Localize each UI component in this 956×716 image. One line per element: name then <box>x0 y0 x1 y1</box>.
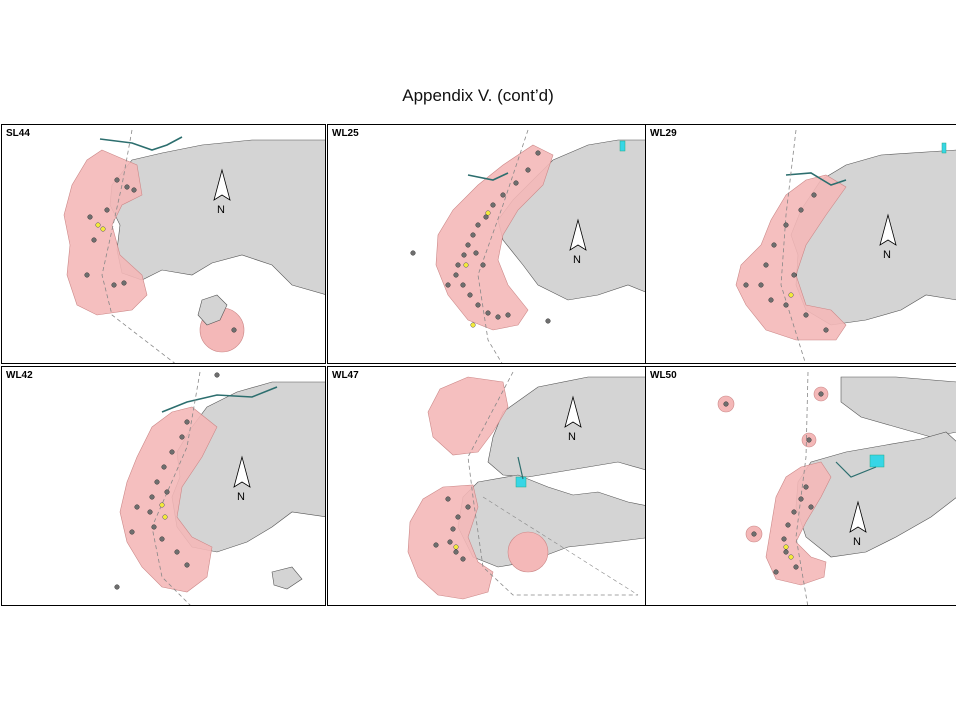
land-mass <box>487 376 651 478</box>
north-label: N <box>237 491 245 503</box>
sighting-points <box>723 391 824 575</box>
river-line <box>835 461 877 478</box>
north-arrow: N <box>849 500 867 548</box>
river-line <box>467 172 509 181</box>
boundary-line <box>482 496 639 596</box>
highlight-points <box>788 292 794 298</box>
river-line <box>161 386 278 413</box>
north-label: N <box>217 204 225 216</box>
highlight-points <box>453 544 459 550</box>
land-mass <box>457 474 651 568</box>
north-label: N <box>568 431 576 443</box>
map-panel-sl44: SL44 N <box>1 124 326 364</box>
north-arrow: N <box>233 455 251 503</box>
river-line <box>785 172 847 186</box>
panel-label: WL29 <box>650 128 677 139</box>
range-polygon <box>765 461 832 586</box>
boundary-line <box>101 129 176 363</box>
boundary-line <box>795 371 809 605</box>
boundary-line <box>780 129 806 363</box>
north-label: N <box>573 254 581 266</box>
map-panel-wl50: WL50 N <box>645 366 956 606</box>
north-arrow-icon <box>879 213 897 246</box>
map-svg: N <box>63 129 325 363</box>
map-svg: N <box>410 129 651 363</box>
highlight-points <box>95 222 106 232</box>
range-polygon <box>735 174 847 341</box>
land-mass <box>840 376 956 438</box>
north-arrow: N <box>213 168 231 216</box>
marine-park <box>515 476 527 488</box>
sighting-points <box>114 372 220 590</box>
map-panel-wl47: WL47 N <box>327 366 652 606</box>
map-svg: N <box>114 371 325 605</box>
sighting-points <box>743 192 829 333</box>
island <box>197 294 228 326</box>
marine-park <box>869 454 885 468</box>
map-svg: N <box>735 129 956 363</box>
river-line <box>517 456 524 480</box>
map-panel-wl25: WL25 N <box>327 124 652 364</box>
north-arrow: N <box>879 213 897 261</box>
sighting-points <box>84 177 237 333</box>
map-svg: N <box>717 371 956 605</box>
map-panel-wl42: WL42 N <box>1 366 326 606</box>
panel-label: WL47 <box>332 370 359 381</box>
range-circle <box>507 531 549 573</box>
north-arrow-icon <box>849 500 867 533</box>
sighting-points <box>433 496 471 562</box>
page-title: Appendix V. (cont’d) <box>402 86 554 105</box>
land-mass <box>109 139 325 295</box>
north-label: N <box>883 249 891 261</box>
north-arrow-icon <box>213 168 231 201</box>
sighting-points <box>410 150 551 324</box>
highlight-points <box>463 210 491 328</box>
north-arrow-icon <box>564 395 582 428</box>
river-line <box>99 136 183 151</box>
north-arrow-icon <box>569 218 587 251</box>
highlight-points <box>159 502 168 520</box>
north-arrow: N <box>569 218 587 266</box>
map-svg: N <box>407 371 651 600</box>
panel-label: WL42 <box>6 370 33 381</box>
panel-label: WL25 <box>332 128 359 139</box>
marine-park <box>941 142 947 154</box>
range-polygon <box>63 149 148 316</box>
boundary-line <box>467 371 638 596</box>
map-panel-wl29: WL29 N <box>645 124 956 364</box>
island <box>271 566 303 590</box>
panel-label: WL50 <box>650 370 677 381</box>
north-label: N <box>853 536 861 548</box>
range-polygon <box>427 376 509 456</box>
panel-label: SL44 <box>6 128 30 139</box>
range-polygon <box>435 144 554 331</box>
marine-park <box>619 140 626 152</box>
boundary-line <box>477 129 529 363</box>
north-arrow: N <box>564 395 582 443</box>
north-arrow-icon <box>233 455 251 488</box>
highlight-points <box>783 544 794 560</box>
